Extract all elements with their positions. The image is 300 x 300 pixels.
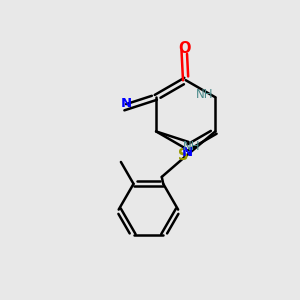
Text: N: N	[120, 97, 131, 110]
Text: NH: NH	[196, 88, 214, 101]
Text: S: S	[178, 148, 189, 163]
Text: N: N	[182, 146, 193, 160]
Text: O: O	[178, 41, 190, 56]
Text: NH: NH	[183, 140, 200, 153]
